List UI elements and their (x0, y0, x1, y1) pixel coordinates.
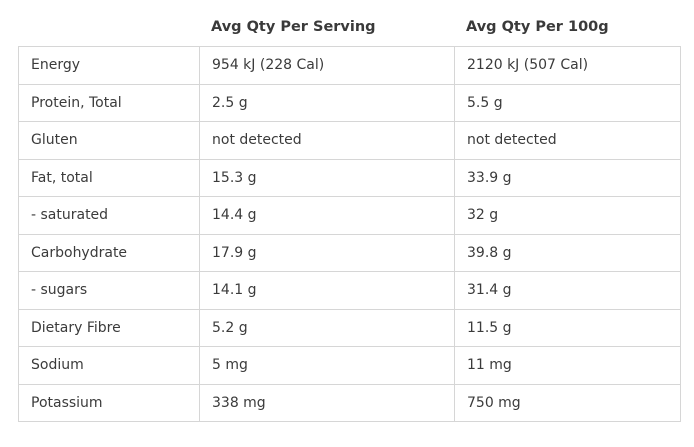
per-serving-value: not detected (199, 121, 455, 160)
per-100g-value: 2120 kJ (507 Cal) (454, 46, 681, 85)
per-serving-value: 17.9 g (199, 233, 455, 272)
table-row: - sugars 14.1 g 31.4 g (18, 271, 681, 310)
table-header-row: Avg Qty Per Serving Avg Qty Per 100g (18, 8, 680, 46)
nutrient-name: - sugars (18, 271, 200, 310)
per-serving-value: 5 mg (199, 346, 455, 385)
per-serving-value: 5.2 g (199, 308, 455, 347)
nutrient-name: - saturated (18, 196, 200, 235)
nutrition-table: Energy 954 kJ (228 Cal) 2120 kJ (507 Cal… (18, 46, 681, 422)
nutrient-name: Potassium (18, 383, 200, 422)
per-serving-value: 2.5 g (199, 83, 455, 122)
table-row: Gluten not detected not detected (18, 121, 681, 160)
per-serving-value: 954 kJ (228 Cal) (199, 46, 455, 85)
nutrition-information-panel: Avg Qty Per Serving Avg Qty Per 100g Ene… (18, 8, 681, 422)
per-100g-value: 11 mg (454, 346, 681, 385)
table-row: Carbohydrate 17.9 g 39.8 g (18, 233, 681, 272)
per-serving-value: 15.3 g (199, 158, 455, 197)
table-row: Protein, Total 2.5 g 5.5 g (18, 83, 681, 122)
table-row: Potassium 338 mg 750 mg (18, 383, 681, 422)
per-serving-value: 338 mg (199, 383, 455, 422)
header-per-100g: Avg Qty Per 100g (466, 19, 609, 35)
table-row: - saturated 14.4 g 32 g (18, 196, 681, 235)
per-serving-value: 14.4 g (199, 196, 455, 235)
nutrient-name: Fat, total (18, 158, 200, 197)
nutrient-name: Gluten (18, 121, 200, 160)
per-serving-value: 14.1 g (199, 271, 455, 310)
table-row: Dietary Fibre 5.2 g 11.5 g (18, 308, 681, 347)
nutrient-name: Carbohydrate (18, 233, 200, 272)
header-per-serving: Avg Qty Per Serving (211, 19, 376, 35)
nutrient-name: Protein, Total (18, 83, 200, 122)
per-100g-value: 5.5 g (454, 83, 681, 122)
per-100g-value: not detected (454, 121, 681, 160)
table-row: Fat, total 15.3 g 33.9 g (18, 158, 681, 197)
nutrient-name: Sodium (18, 346, 200, 385)
per-100g-value: 32 g (454, 196, 681, 235)
per-100g-value: 31.4 g (454, 271, 681, 310)
nutrient-name: Energy (18, 46, 200, 85)
table-row: Energy 954 kJ (228 Cal) 2120 kJ (507 Cal… (18, 46, 681, 85)
per-100g-value: 11.5 g (454, 308, 681, 347)
table-row: Sodium 5 mg 11 mg (18, 346, 681, 385)
per-100g-value: 750 mg (454, 383, 681, 422)
per-100g-value: 39.8 g (454, 233, 681, 272)
nutrient-name: Dietary Fibre (18, 308, 200, 347)
per-100g-value: 33.9 g (454, 158, 681, 197)
